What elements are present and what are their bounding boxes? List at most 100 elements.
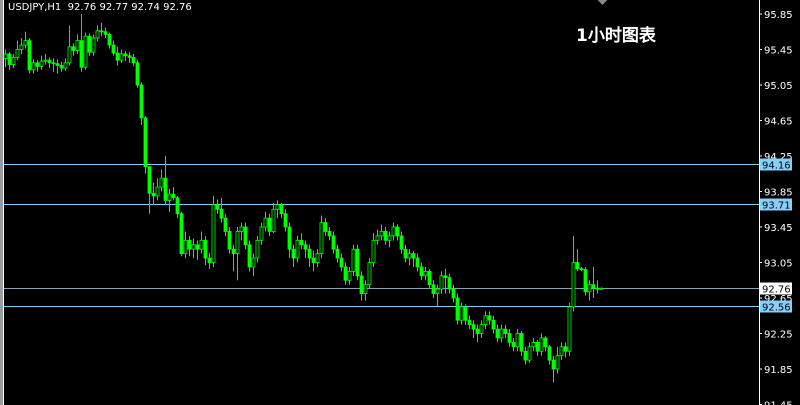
bear-candle-body (115, 52, 120, 61)
bear-candle-body (411, 253, 416, 259)
bear-candle-body (139, 84, 144, 119)
bear-candle-body (395, 226, 400, 237)
bear-candle-body (27, 40, 32, 71)
bear-candle-body (195, 244, 200, 250)
y-tick-label: 95.85 (764, 10, 793, 21)
y-tick-label: 92.65 (764, 294, 793, 305)
price-label-box (760, 282, 792, 295)
ohlc-readout: 92.76 92.77 92.74 92.76 (67, 2, 192, 13)
bear-candle-body (583, 269, 588, 293)
bull-candle-body (155, 186, 160, 197)
bull-candle-body (251, 257, 256, 268)
bear-candle-body (227, 231, 232, 250)
y-tick-label: 95.05 (764, 81, 793, 92)
bull-candle-body (63, 62, 68, 69)
bull-candle-body (167, 193, 172, 201)
bear-candle-body (279, 204, 284, 215)
bear-candle-body (103, 31, 108, 35)
bear-candle-body (291, 248, 296, 259)
bear-candle-body (47, 59, 52, 64)
bear-candle-body (335, 248, 340, 259)
bear-candle-body (151, 192, 156, 197)
y-tick-label: 94.25 (764, 152, 793, 163)
bear-candle-body (283, 213, 288, 228)
price-label: 94.16 (762, 161, 791, 172)
bear-candle-body (443, 275, 448, 278)
bull-candle-body (19, 44, 24, 50)
y-tick-label: 94.65 (764, 117, 793, 128)
bull-candle-body (319, 222, 324, 255)
bear-candle-body (535, 341, 540, 352)
bear-candle-body (99, 30, 104, 33)
bull-candle-body (255, 239, 260, 259)
bear-candle-body (135, 62, 140, 86)
bull-candle-body (235, 231, 240, 255)
bear-candle-body (383, 231, 388, 241)
bear-candle-body (71, 46, 76, 51)
bull-candle-body (91, 37, 96, 53)
bear-candle-body (507, 333, 512, 343)
bull-candle-body (263, 217, 268, 228)
price-label: 92.76 (762, 285, 791, 296)
bull-candle-body (391, 226, 396, 237)
bear-candle-body (35, 62, 40, 67)
bear-candle-body (579, 268, 584, 271)
bear-candle-body (575, 262, 580, 270)
bull-candle-body (479, 324, 484, 334)
bear-candle-body (475, 328, 480, 334)
bull-candle-body (3, 53, 8, 59)
y-tick-label: 91.85 (764, 365, 793, 376)
bull-candle-body (367, 262, 372, 286)
bear-candle-body (419, 266, 424, 277)
bull-candle-body (67, 46, 72, 64)
bull-candle-body (571, 262, 576, 308)
bull-candle-body (31, 62, 36, 71)
bear-candle-body (491, 319, 496, 330)
bear-candle-body (307, 248, 312, 259)
bull-candle-body (75, 40, 80, 51)
bull-candle-body (11, 57, 16, 65)
bull-candle-body (259, 226, 264, 241)
bear-candle-body (219, 208, 224, 219)
bull-candle-body (531, 341, 536, 348)
bull-candle-body (83, 35, 88, 68)
bear-candle-body (431, 284, 436, 294)
bull-candle-body (347, 270, 352, 281)
y-tick-label: 93.45 (764, 223, 793, 234)
bear-candle-body (171, 193, 176, 199)
y-tick-label: 95.45 (764, 46, 793, 57)
bear-candle-body (463, 306, 468, 321)
bull-candle-body (375, 235, 380, 241)
bear-candle-body (203, 239, 208, 259)
bear-candle-body (7, 53, 12, 65)
bull-candle-body (351, 248, 356, 272)
bear-candle-body (311, 257, 316, 263)
bear-candle-body (487, 315, 492, 321)
bear-candle-body (519, 333, 524, 352)
bear-candle-body (591, 284, 596, 289)
symbol-label: USDJPY,H1 (8, 2, 62, 13)
bear-candle-body (503, 328, 508, 334)
bull-candle-body (295, 239, 300, 259)
bear-candle-body (595, 287, 600, 290)
price-label-box (760, 198, 792, 211)
price-label: 93.71 (762, 201, 791, 212)
bear-candle-body (207, 257, 212, 263)
bull-candle-body (23, 40, 28, 46)
bear-candle-body (543, 337, 548, 348)
bull-candle-body (15, 49, 20, 58)
bear-candle-body (399, 235, 404, 250)
y-tick-label: 93.05 (764, 259, 793, 270)
chart-title: 1小时图表 (576, 26, 656, 46)
bear-candle-body (51, 62, 56, 65)
bear-candle-body (323, 222, 328, 232)
bear-candle-body (111, 44, 116, 54)
bull-candle-body (159, 177, 164, 188)
bull-candle-body (555, 355, 560, 370)
bear-candle-body (223, 217, 228, 232)
bull-candle-body (39, 60, 44, 67)
bull-candle-body (275, 204, 280, 210)
bear-candle-body (247, 244, 252, 268)
